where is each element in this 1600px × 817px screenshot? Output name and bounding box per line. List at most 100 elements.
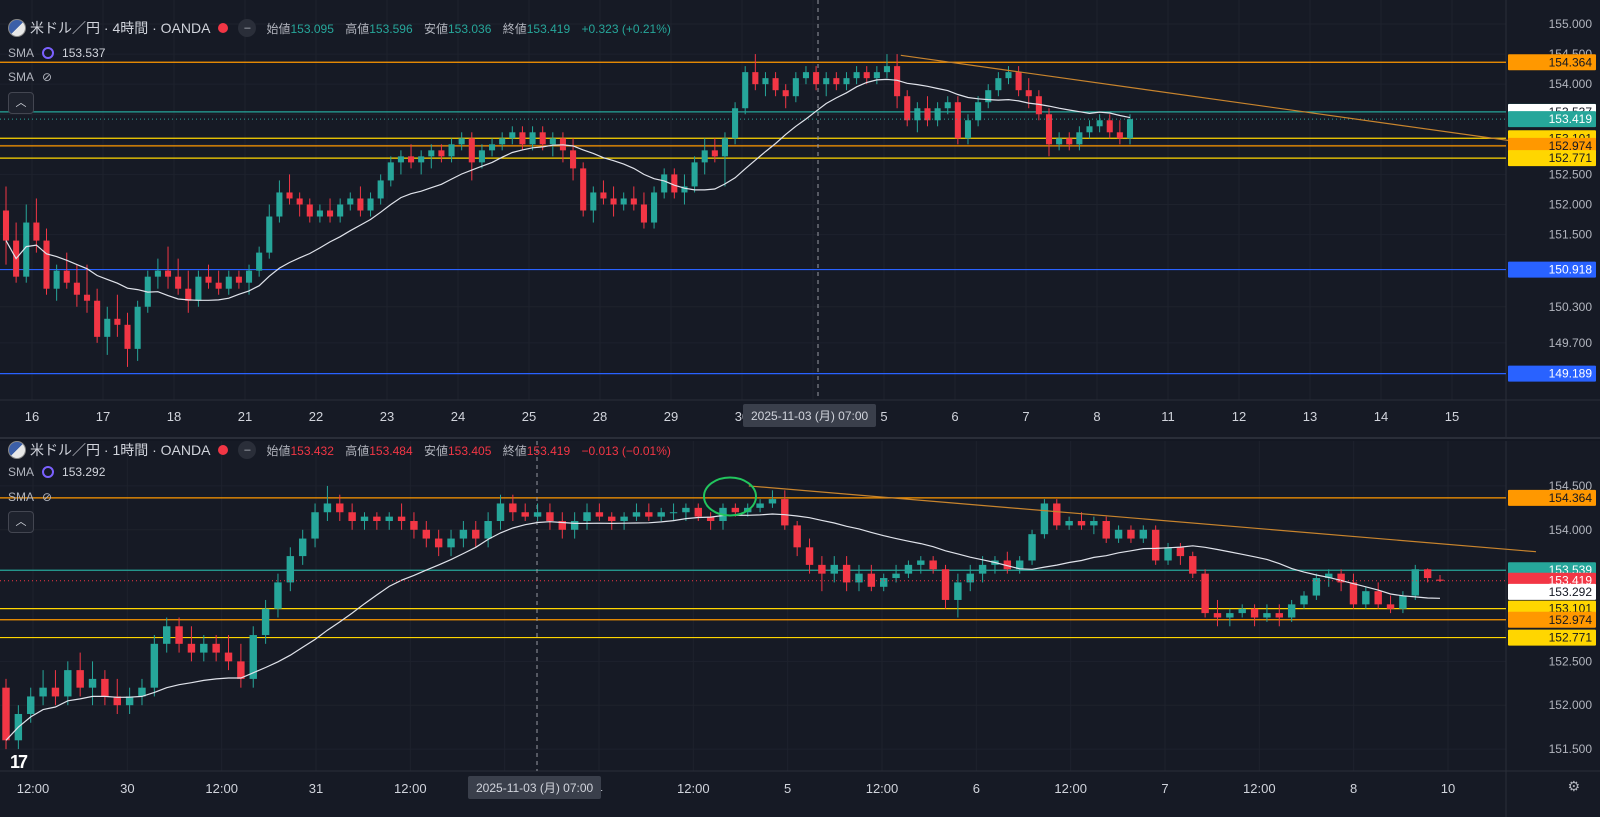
candle-body — [448, 144, 455, 157]
candle-body — [570, 521, 579, 530]
sma2-label: SMA — [8, 70, 35, 84]
candle-body — [323, 503, 332, 513]
candle-body — [590, 192, 597, 211]
candle-body — [645, 512, 653, 517]
candle-body — [266, 216, 273, 253]
candle-body — [1086, 126, 1093, 133]
sma-hidden-indicator-row[interactable]: SMA ⊘ — [8, 490, 52, 504]
candle-body — [985, 90, 992, 103]
chart-pane-1h[interactable]: 154.500 154.000 152.500 152.000 151.500 154.3… — [0, 441, 1600, 817]
sma-line — [5, 513, 1441, 741]
ohlc-values: 始値153.095 高値153.596 安値153.036 終値153.419 … — [266, 20, 670, 37]
candle-body — [134, 306, 141, 349]
price-label-box — [1508, 261, 1596, 278]
candle-body — [924, 108, 931, 121]
symbol-legend: 米ドル／円 · 1時間 · OANDA – 始値153.432 高値153.48… — [8, 441, 671, 460]
time-tick-label: 8 — [1350, 781, 1357, 796]
candle-body — [583, 512, 591, 522]
time-tick-label: 21 — [238, 409, 252, 424]
open-value: 153.095 — [290, 21, 334, 36]
trend-line — [748, 485, 1537, 553]
candle-body — [1053, 503, 1061, 526]
price-label-box — [1508, 137, 1596, 154]
candle-body — [772, 78, 779, 91]
candle-body — [311, 512, 319, 539]
price-label-box — [1508, 583, 1596, 600]
eye-off-icon[interactable]: ⊘ — [42, 490, 53, 504]
candle-body — [1065, 521, 1073, 526]
indicator-settings-icon[interactable] — [42, 47, 55, 59]
settings-gear-icon[interactable]: ⚙ — [1567, 778, 1580, 794]
candle-body — [742, 72, 749, 109]
candle-body — [600, 192, 607, 199]
crosshair-time-label: 2025-11-03 (月) 07:00 — [468, 776, 602, 799]
candle-body — [917, 560, 925, 565]
low-value: 153.036 — [447, 21, 492, 36]
sma-indicator-row[interactable]: SMA 153.537 — [8, 46, 105, 60]
time-tick-label: 5 — [880, 409, 887, 424]
open-label: 始値 — [266, 443, 291, 458]
price-label-text: 152.771 — [1549, 631, 1593, 645]
sma-label: SMA — [8, 465, 35, 479]
symbol-title[interactable]: 米ドル／円 · 1時間 · OANDA — [30, 442, 211, 458]
candle-body — [1374, 591, 1382, 605]
time-tick-label: 5 — [784, 781, 791, 796]
candle-body — [1025, 90, 1032, 97]
sma-indicator-row[interactable]: SMA 153.292 — [8, 465, 105, 479]
chart-1h-svg[interactable]: 154.500 154.000 152.500 152.000 151.500 154.3… — [0, 441, 1600, 817]
usd-jpy-flag-icon — [8, 441, 26, 459]
candle-body — [1056, 138, 1063, 145]
time-tick-label: 16 — [25, 409, 39, 424]
sma-hidden-indicator-row[interactable]: SMA ⊘ — [8, 70, 52, 84]
candle-body — [2, 687, 10, 741]
candle-body — [200, 643, 208, 653]
candle-body — [1106, 120, 1113, 133]
candle-body — [195, 276, 202, 301]
candle-body — [863, 72, 870, 79]
eye-off-icon[interactable]: ⊘ — [42, 70, 53, 84]
candle-body — [781, 499, 789, 526]
price-label-box — [1508, 150, 1596, 167]
hide-icon[interactable]: – — [238, 441, 257, 459]
candle-body — [975, 102, 982, 121]
candle-body — [762, 78, 769, 85]
candle-body — [1176, 547, 1185, 557]
chart-4h-svg[interactable]: 155.000154.500154.000153.500153.000152.5… — [0, 0, 1600, 437]
candle-body — [88, 678, 97, 688]
candle-body — [1015, 560, 1024, 570]
time-tick-label: 8 — [1093, 409, 1100, 424]
candle-body — [306, 204, 313, 217]
indicator-settings-icon[interactable] — [42, 466, 55, 478]
change-value: +0.323 (+0.21%) — [581, 21, 671, 36]
price-tick-label: 154.000 — [1549, 77, 1593, 91]
price-tick-label: 151.500 — [1549, 228, 1593, 242]
chart-pane-4h[interactable]: 155.000154.500154.000153.500153.000152.5… — [0, 0, 1600, 439]
price-tick-label: 154.500 — [1549, 479, 1593, 493]
time-tick-label: 23 — [380, 409, 394, 424]
candle-body — [756, 503, 764, 508]
collapse-legend-button[interactable]: ︿ — [8, 511, 34, 533]
time-tick-label: 7 — [1022, 409, 1029, 424]
sma-label: SMA — [8, 46, 35, 60]
candle-body — [842, 564, 851, 583]
candle-body — [721, 138, 728, 157]
candle-body — [256, 252, 263, 271]
candle-body — [580, 168, 587, 211]
time-tick-label: 12:00 — [205, 781, 238, 796]
candle-body — [533, 512, 542, 517]
candle-body — [661, 174, 668, 193]
candle-body — [286, 556, 295, 583]
candle-body — [225, 276, 232, 289]
hide-icon[interactable]: – — [238, 19, 257, 37]
price-label-text: 150.918 — [1549, 263, 1593, 277]
candle-body — [1238, 608, 1246, 614]
candle-body — [51, 687, 60, 697]
candle-body — [274, 582, 282, 609]
candle-body — [337, 204, 344, 217]
candle-body — [1226, 613, 1234, 618]
collapse-legend-button[interactable]: ︿ — [8, 92, 34, 114]
symbol-title[interactable]: 米ドル／円 · 4時間 · OANDA — [30, 20, 211, 36]
candle-body — [298, 538, 307, 557]
candle-body — [620, 516, 628, 522]
tradingview-logo-icon[interactable]: 17 — [10, 752, 28, 772]
